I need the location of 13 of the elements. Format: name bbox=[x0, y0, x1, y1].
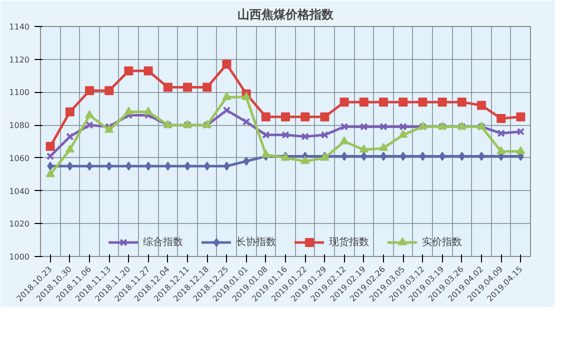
y-tick-label: 1080 bbox=[9, 121, 30, 130]
y-tick-label: 1120 bbox=[9, 55, 30, 64]
y-tick-label: 1060 bbox=[9, 154, 30, 163]
y-tick-label: 1020 bbox=[9, 220, 30, 229]
legend-label: 现货指数 bbox=[329, 236, 369, 249]
y-tick-label: 1000 bbox=[9, 252, 30, 262]
legend-label: 实价指数 bbox=[422, 236, 462, 249]
y-tick-label: 1100 bbox=[9, 88, 30, 98]
legend-label: 长协指数 bbox=[236, 236, 276, 249]
y-tick-label: 1140 bbox=[9, 22, 30, 32]
chart-title: 山西焦煤价格指数 bbox=[238, 8, 334, 22]
legend-label: 综合指数 bbox=[143, 236, 183, 249]
y-tick-label: 1040 bbox=[9, 186, 30, 196]
